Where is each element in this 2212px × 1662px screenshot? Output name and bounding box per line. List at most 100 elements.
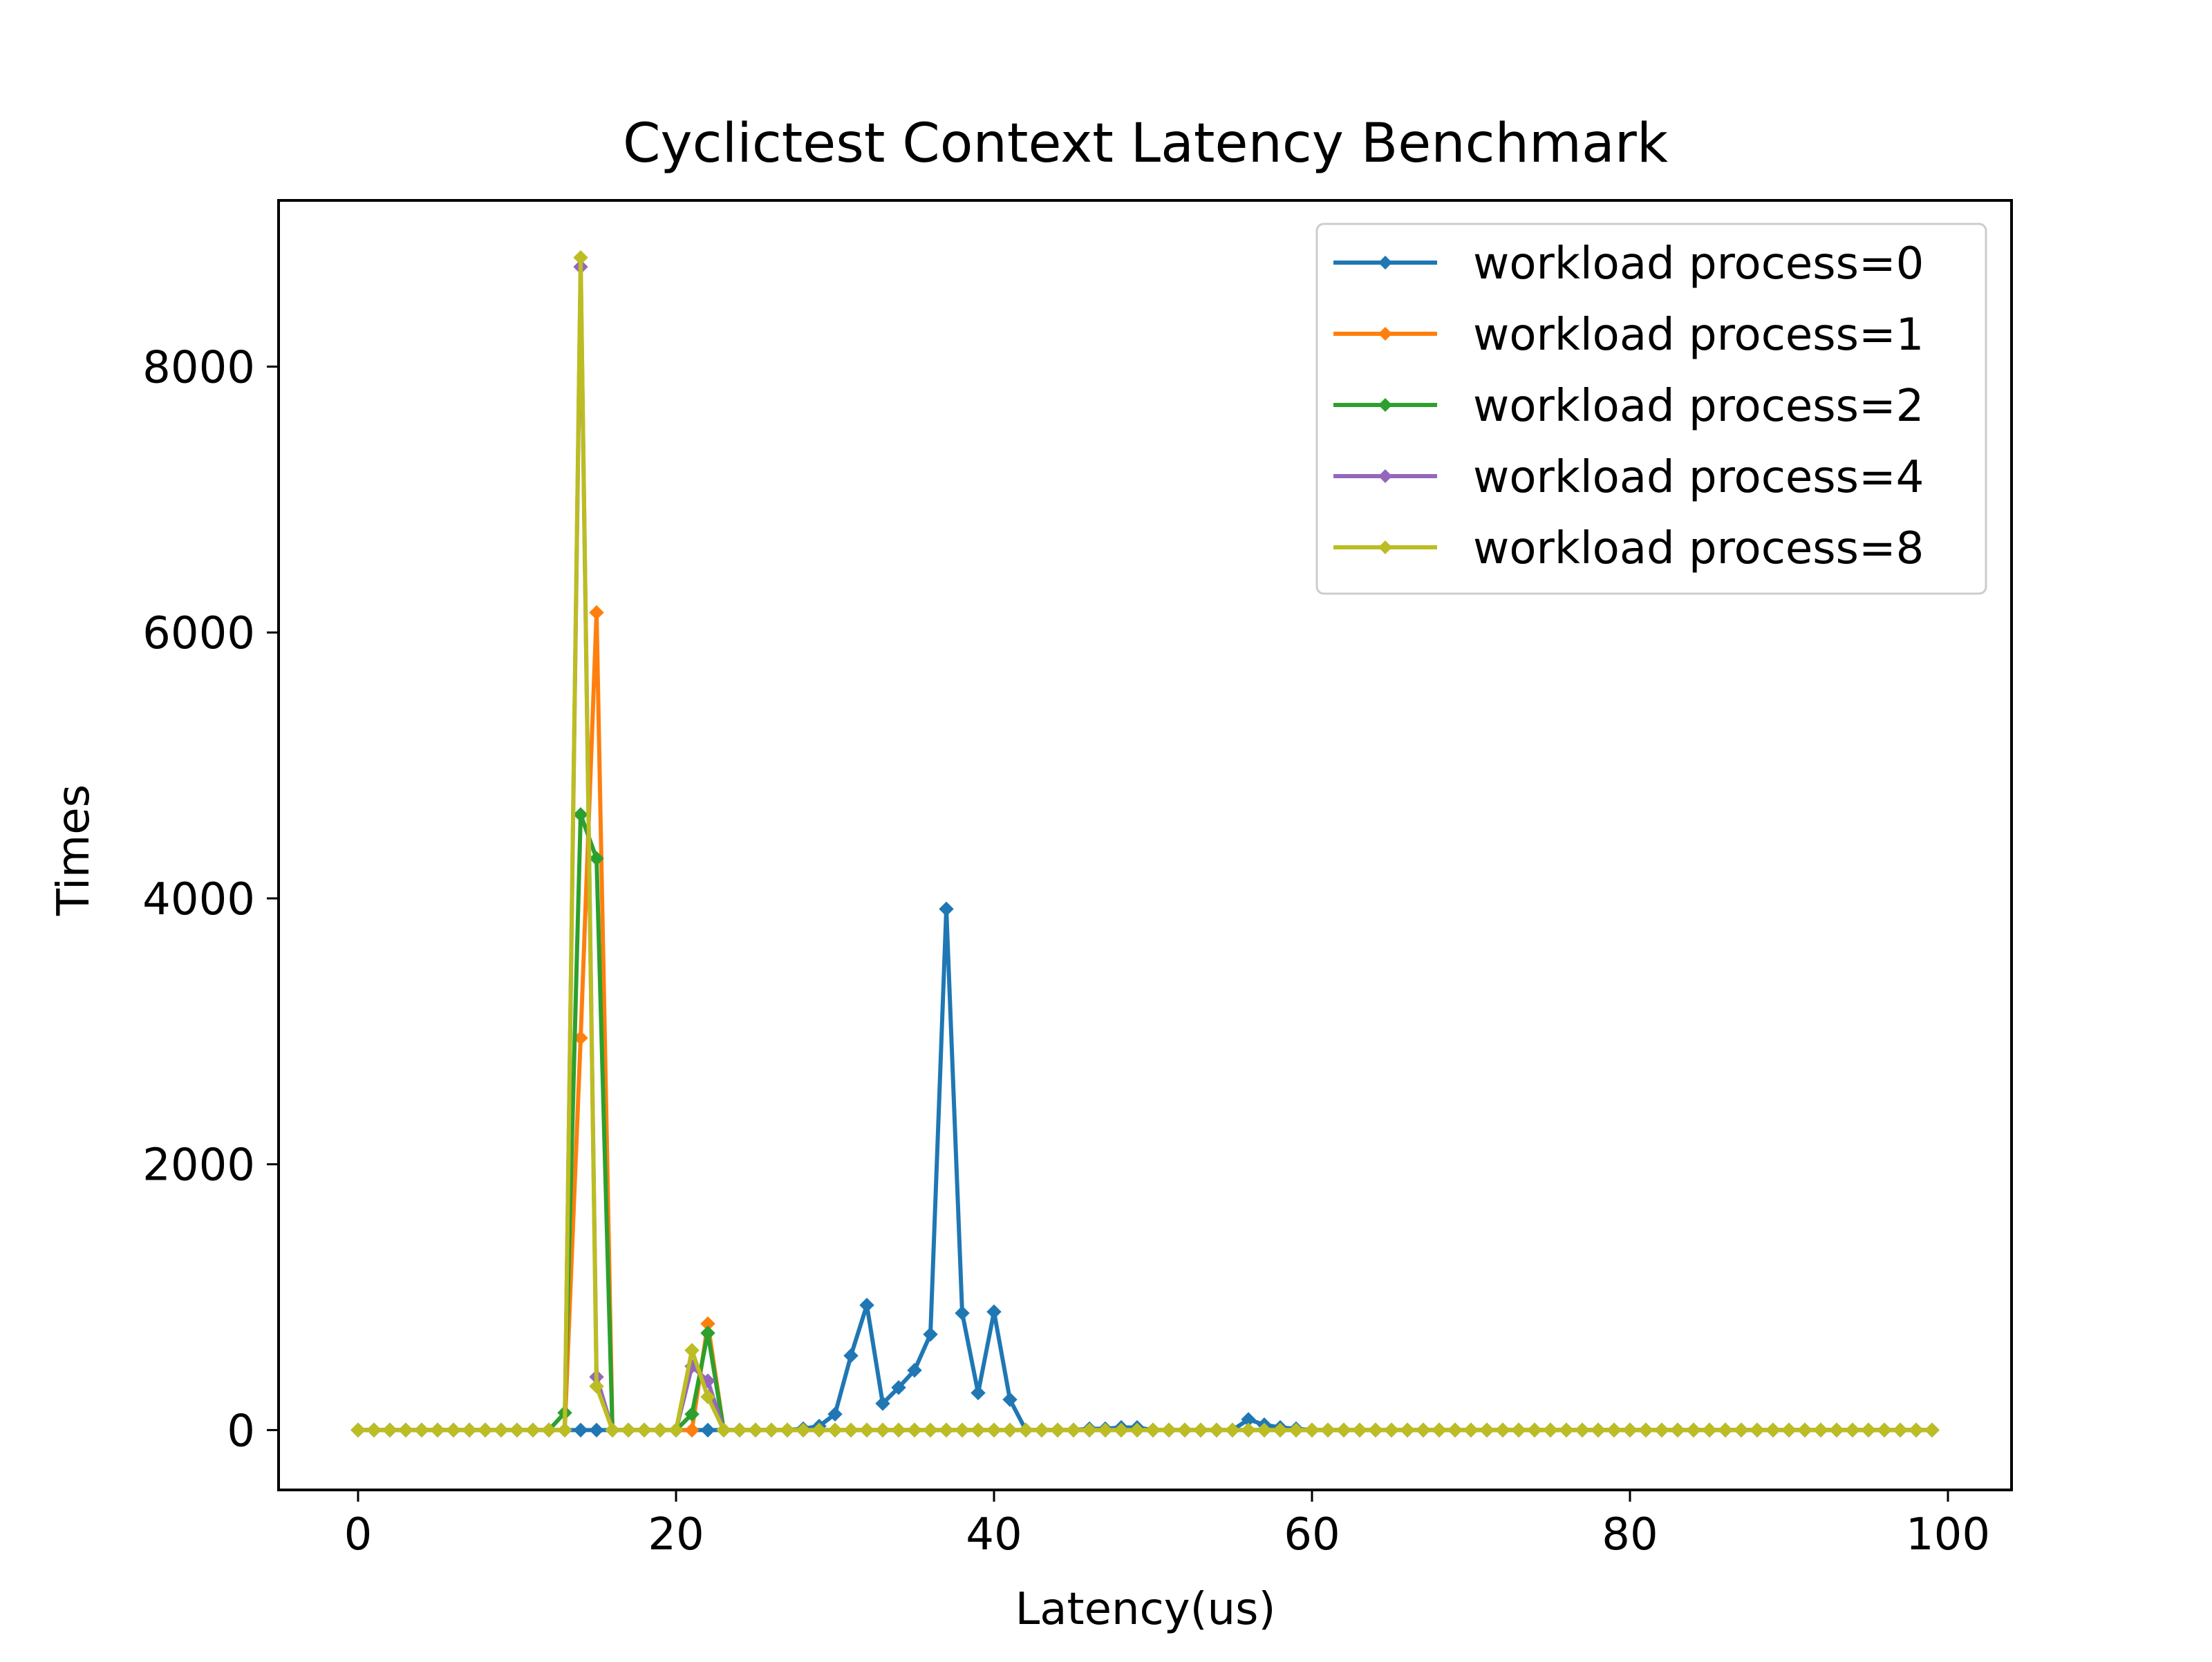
data-point [971, 1385, 986, 1401]
data-point [796, 1422, 811, 1438]
data-point [1130, 1422, 1145, 1438]
data-point [700, 1389, 715, 1405]
data-point [986, 1422, 1002, 1438]
data-point [1686, 1422, 1701, 1438]
data-point [1114, 1422, 1129, 1438]
data-point [1622, 1422, 1638, 1438]
data-point [668, 1422, 684, 1438]
data-point [684, 1422, 700, 1438]
data-point [1304, 1422, 1320, 1438]
data-point [1495, 1422, 1510, 1438]
data-point [621, 1422, 636, 1438]
legend-swatch-marker [1378, 469, 1392, 483]
data-point [1845, 1422, 1860, 1438]
data-point [350, 1422, 366, 1438]
data-point [1543, 1422, 1558, 1438]
data-point [573, 1422, 588, 1438]
legend-entry: workload process=4 [1333, 452, 1924, 503]
series-4 [350, 250, 1940, 1438]
data-point [1750, 1422, 1765, 1438]
data-point [1241, 1422, 1256, 1438]
data-point [1893, 1422, 1908, 1438]
data-point [700, 1325, 715, 1341]
data-point [684, 1406, 700, 1422]
data-point [494, 1422, 509, 1438]
data-point [1384, 1422, 1399, 1438]
data-point [1320, 1422, 1335, 1438]
data-point [939, 901, 954, 917]
data-point [1797, 1422, 1812, 1438]
data-point [1257, 1422, 1272, 1438]
y-tick-label: 2000 [142, 1140, 255, 1191]
data-point [1002, 1392, 1018, 1407]
data-point [1861, 1422, 1876, 1438]
data-point [1002, 1422, 1018, 1438]
data-point [509, 1422, 525, 1438]
data-point [843, 1348, 859, 1363]
data-point [1416, 1422, 1431, 1438]
data-point [748, 1422, 763, 1438]
data-point [1400, 1422, 1415, 1438]
data-point [1368, 1422, 1383, 1438]
data-point [700, 1422, 715, 1438]
data-point [1161, 1422, 1177, 1438]
x-tick-label: 40 [966, 1509, 1022, 1560]
x-tick-label: 80 [1602, 1509, 1658, 1560]
data-point [827, 1406, 843, 1422]
data-point [589, 851, 604, 866]
legend-label: workload process=2 [1473, 381, 1924, 432]
data-point [589, 1422, 604, 1438]
data-point [1082, 1422, 1097, 1438]
y-tick-label: 6000 [142, 608, 255, 659]
data-point [1606, 1422, 1622, 1438]
data-point [653, 1422, 668, 1438]
data-point [1145, 1422, 1161, 1438]
y-tick-label: 0 [227, 1406, 255, 1457]
data-point [1527, 1422, 1542, 1438]
data-point [907, 1363, 922, 1378]
data-point [955, 1422, 970, 1438]
data-point [684, 1343, 700, 1358]
x-tick-label: 60 [1284, 1509, 1340, 1560]
data-point [1924, 1422, 1940, 1438]
legend-label: workload process=4 [1473, 452, 1924, 503]
legend-entry: workload process=8 [1333, 523, 1924, 574]
y-tick-label: 4000 [142, 874, 255, 925]
series-line [356, 255, 1934, 1433]
data-point [1559, 1422, 1574, 1438]
data-point [1734, 1422, 1749, 1438]
data-point [573, 250, 588, 265]
data-point [891, 1422, 906, 1438]
data-point [446, 1422, 461, 1438]
data-point [843, 1422, 859, 1438]
legend-label: workload process=0 [1473, 238, 1924, 290]
legend-label: workload process=1 [1473, 310, 1924, 361]
data-point [923, 1422, 938, 1438]
data-point [875, 1396, 890, 1411]
data-point [891, 1380, 906, 1395]
x-axis-label: Latency(us) [1015, 1584, 1276, 1635]
data-point [875, 1422, 890, 1438]
data-point [812, 1422, 827, 1438]
data-point [573, 807, 588, 822]
legend-swatch-marker [1378, 398, 1392, 412]
data-point [1813, 1422, 1828, 1438]
data-point [780, 1422, 795, 1438]
data-point [1288, 1422, 1304, 1438]
data-point [541, 1422, 556, 1438]
data-point [1765, 1422, 1781, 1438]
legend-swatch-marker [1378, 327, 1392, 341]
x-tick-label: 0 [344, 1509, 373, 1560]
data-point [430, 1422, 445, 1438]
x-tick-label: 20 [648, 1509, 704, 1560]
data-point [1050, 1422, 1065, 1438]
data-point [1034, 1422, 1049, 1438]
data-point [414, 1422, 429, 1438]
data-point [1352, 1422, 1367, 1438]
data-point [589, 1379, 604, 1394]
chart-title: Cyclictest Context Latency Benchmark [623, 113, 1668, 175]
data-point [1273, 1422, 1288, 1438]
axes-frame [277, 199, 2013, 1491]
